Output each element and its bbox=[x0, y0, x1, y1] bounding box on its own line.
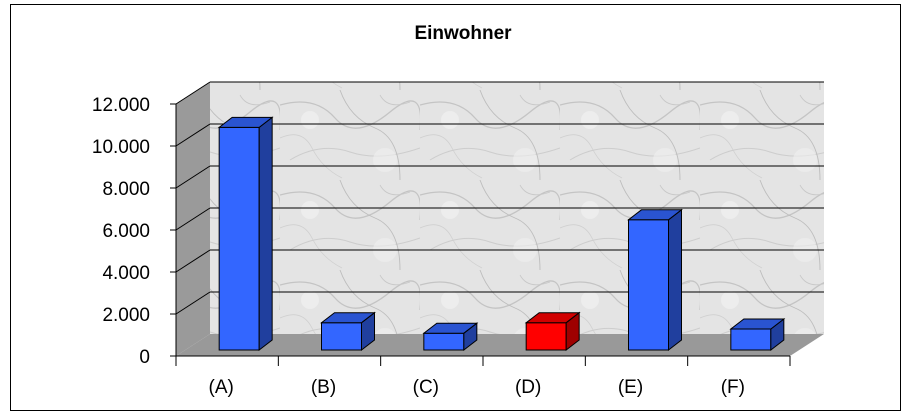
bar-a bbox=[217, 116, 274, 352]
gridline-side bbox=[175, 123, 211, 147]
gridline-side bbox=[175, 249, 211, 273]
bar-front bbox=[628, 219, 669, 351]
y-tick-label: 8.000 bbox=[102, 179, 150, 200]
bar-side bbox=[668, 208, 682, 352]
bar-front bbox=[321, 322, 362, 351]
y-tick-label: 4.000 bbox=[102, 263, 150, 284]
gridline-side bbox=[175, 81, 211, 105]
floor bbox=[176, 334, 824, 356]
x-tick-label: (F) bbox=[721, 377, 745, 398]
x-tick-label: (D) bbox=[515, 377, 541, 398]
y-tick-label: 6.000 bbox=[102, 221, 150, 242]
bar-front bbox=[525, 322, 567, 351]
y-tick-label: 2.000 bbox=[102, 305, 150, 326]
gridline-side bbox=[175, 291, 211, 315]
y-tick-label: 0 bbox=[139, 347, 150, 368]
bar-top bbox=[320, 312, 376, 324]
bar-top bbox=[217, 116, 274, 128]
y-tick-labels: 0 2.000 4.000 6.000 8.000 10.000 12.000 bbox=[92, 95, 150, 368]
bar-front bbox=[423, 332, 465, 351]
axes bbox=[175, 104, 790, 357]
y-tick-label: 10.000 bbox=[92, 137, 150, 158]
bars bbox=[217, 116, 786, 352]
bar-top bbox=[524, 312, 581, 324]
bar-top bbox=[422, 322, 479, 334]
bar-front bbox=[730, 328, 772, 351]
x-tick-label: (B) bbox=[311, 377, 336, 398]
bar-c bbox=[422, 322, 479, 352]
x-tick-label: (E) bbox=[618, 377, 643, 398]
x-tick-label: (A) bbox=[209, 377, 234, 398]
bar-top bbox=[627, 209, 683, 221]
bar-e bbox=[627, 208, 683, 352]
bar-side bbox=[258, 116, 273, 352]
gridline-side bbox=[175, 165, 211, 189]
bar-front bbox=[218, 126, 260, 351]
bar-top bbox=[729, 318, 786, 330]
chart-title: Einwohner bbox=[414, 23, 512, 44]
bar-f bbox=[729, 317, 786, 352]
x-tick-label: (C) bbox=[413, 377, 439, 398]
bar-b bbox=[320, 311, 376, 352]
gridlines bbox=[170, 81, 824, 366]
bar-d bbox=[524, 311, 581, 352]
y-tick-label: 12.000 bbox=[92, 95, 150, 116]
gridline-side bbox=[175, 207, 211, 231]
x-tick-labels: (A) (B) (C) (D) (E) (F) bbox=[209, 377, 745, 398]
